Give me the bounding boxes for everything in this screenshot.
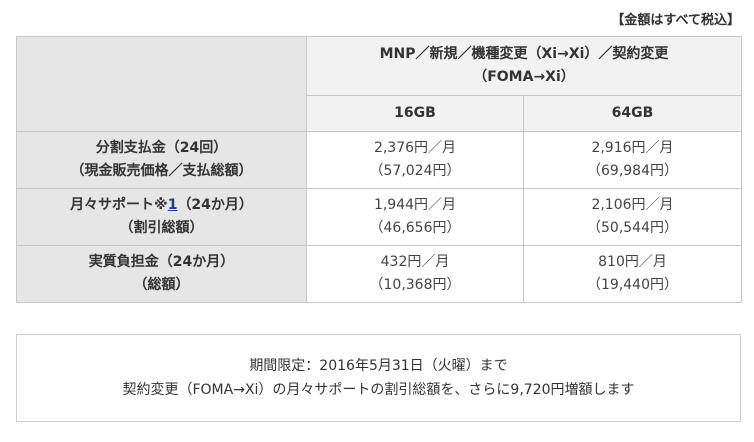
tax-included-note: 【金額はすべて税込】 [611, 13, 740, 28]
price-cell-16gb: 1,944円／月 （46,656円） [306, 188, 524, 246]
price-cell-64gb: 810円／月 （19,440円） [522, 245, 743, 303]
monthly-support-label: 月々サポート※ [70, 197, 168, 213]
row-header-line2: （現金販売価格／支払総額） [70, 163, 253, 179]
monthly-price: 2,376円／月 [373, 140, 457, 156]
plan-type-line2: （FOMA→Xi） [473, 69, 575, 85]
total-price: （50,544円） [587, 220, 678, 236]
campaign-notice-box: 期間限定：2016年5月31日（火曜）まで 契約変更（FOMA→Xi）の月々サポ… [16, 334, 741, 422]
total-price: （19,440円） [587, 277, 678, 293]
row-header-installment: 分割支払金（24回） （現金販売価格／支払総額） [16, 131, 307, 189]
row-header-line2: （割引総額） [119, 220, 204, 236]
monthly-support-period: （24か月） [177, 197, 253, 213]
total-price: （10,368円） [369, 277, 461, 293]
price-cell-16gb: 432円／月 （10,368円） [306, 245, 524, 303]
monthly-price: 1,944円／月 [373, 197, 457, 213]
table-corner-cell [16, 36, 307, 132]
total-price: （57,024円） [369, 163, 461, 179]
table-row-monthly-support: 月々サポート※1（24か月） （割引総額） 1,944円／月 （46,656円）… [16, 188, 743, 246]
row-header-line2: （総額） [133, 277, 190, 293]
price-cell-64gb: 2,916円／月 （69,984円） [522, 131, 743, 189]
campaign-period: 期間限定：2016年5月31日（火曜）まで [249, 358, 508, 374]
total-price: （69,984円） [587, 163, 678, 179]
price-table: MNP／新規／機種変更（Xi→Xi）／契約変更 （FOMA→Xi） 16GB 6… [16, 36, 743, 303]
monthly-price: 2,106円／月 [591, 197, 674, 213]
capacity-header-64gb: 64GB [522, 95, 743, 132]
price-cell-16gb: 2,376円／月 （57,024円） [306, 131, 524, 189]
monthly-price: 432円／月 [380, 254, 450, 270]
monthly-price: 810円／月 [598, 254, 667, 270]
table-row-effective-cost: 実質負担金（24か月） （総額） 432円／月 （10,368円） 810円／月… [16, 245, 743, 303]
row-header-line1: 実質負担金（24か月） [88, 254, 235, 270]
price-cell-64gb: 2,106円／月 （50,544円） [522, 188, 743, 246]
table-row-installment: 分割支払金（24回） （現金販売価格／支払総額） 2,376円／月 （57,02… [16, 131, 743, 189]
row-header-monthly-support: 月々サポート※1（24か月） （割引総額） [16, 188, 307, 246]
row-header-effective-cost: 実質負担金（24か月） （総額） [16, 245, 307, 303]
row-header-line1: 分割支払金（24回） [95, 140, 228, 156]
capacity-header-16gb: 16GB [306, 95, 524, 132]
total-price: （46,656円） [369, 220, 461, 236]
row-header-line1: 月々サポート※1（24か月） [17, 194, 306, 217]
plan-type-line1: MNP／新規／機種変更（Xi→Xi）／契約変更 [379, 46, 669, 62]
footnote-1-link[interactable]: 1 [167, 197, 178, 213]
campaign-description: 契約変更（FOMA→Xi）の月々サポートの割引総額を、さらに9,720円増額しま… [122, 382, 635, 398]
plan-type-header: MNP／新規／機種変更（Xi→Xi）／契約変更 （FOMA→Xi） [305, 36, 743, 96]
monthly-price: 2,916円／月 [591, 140, 674, 156]
